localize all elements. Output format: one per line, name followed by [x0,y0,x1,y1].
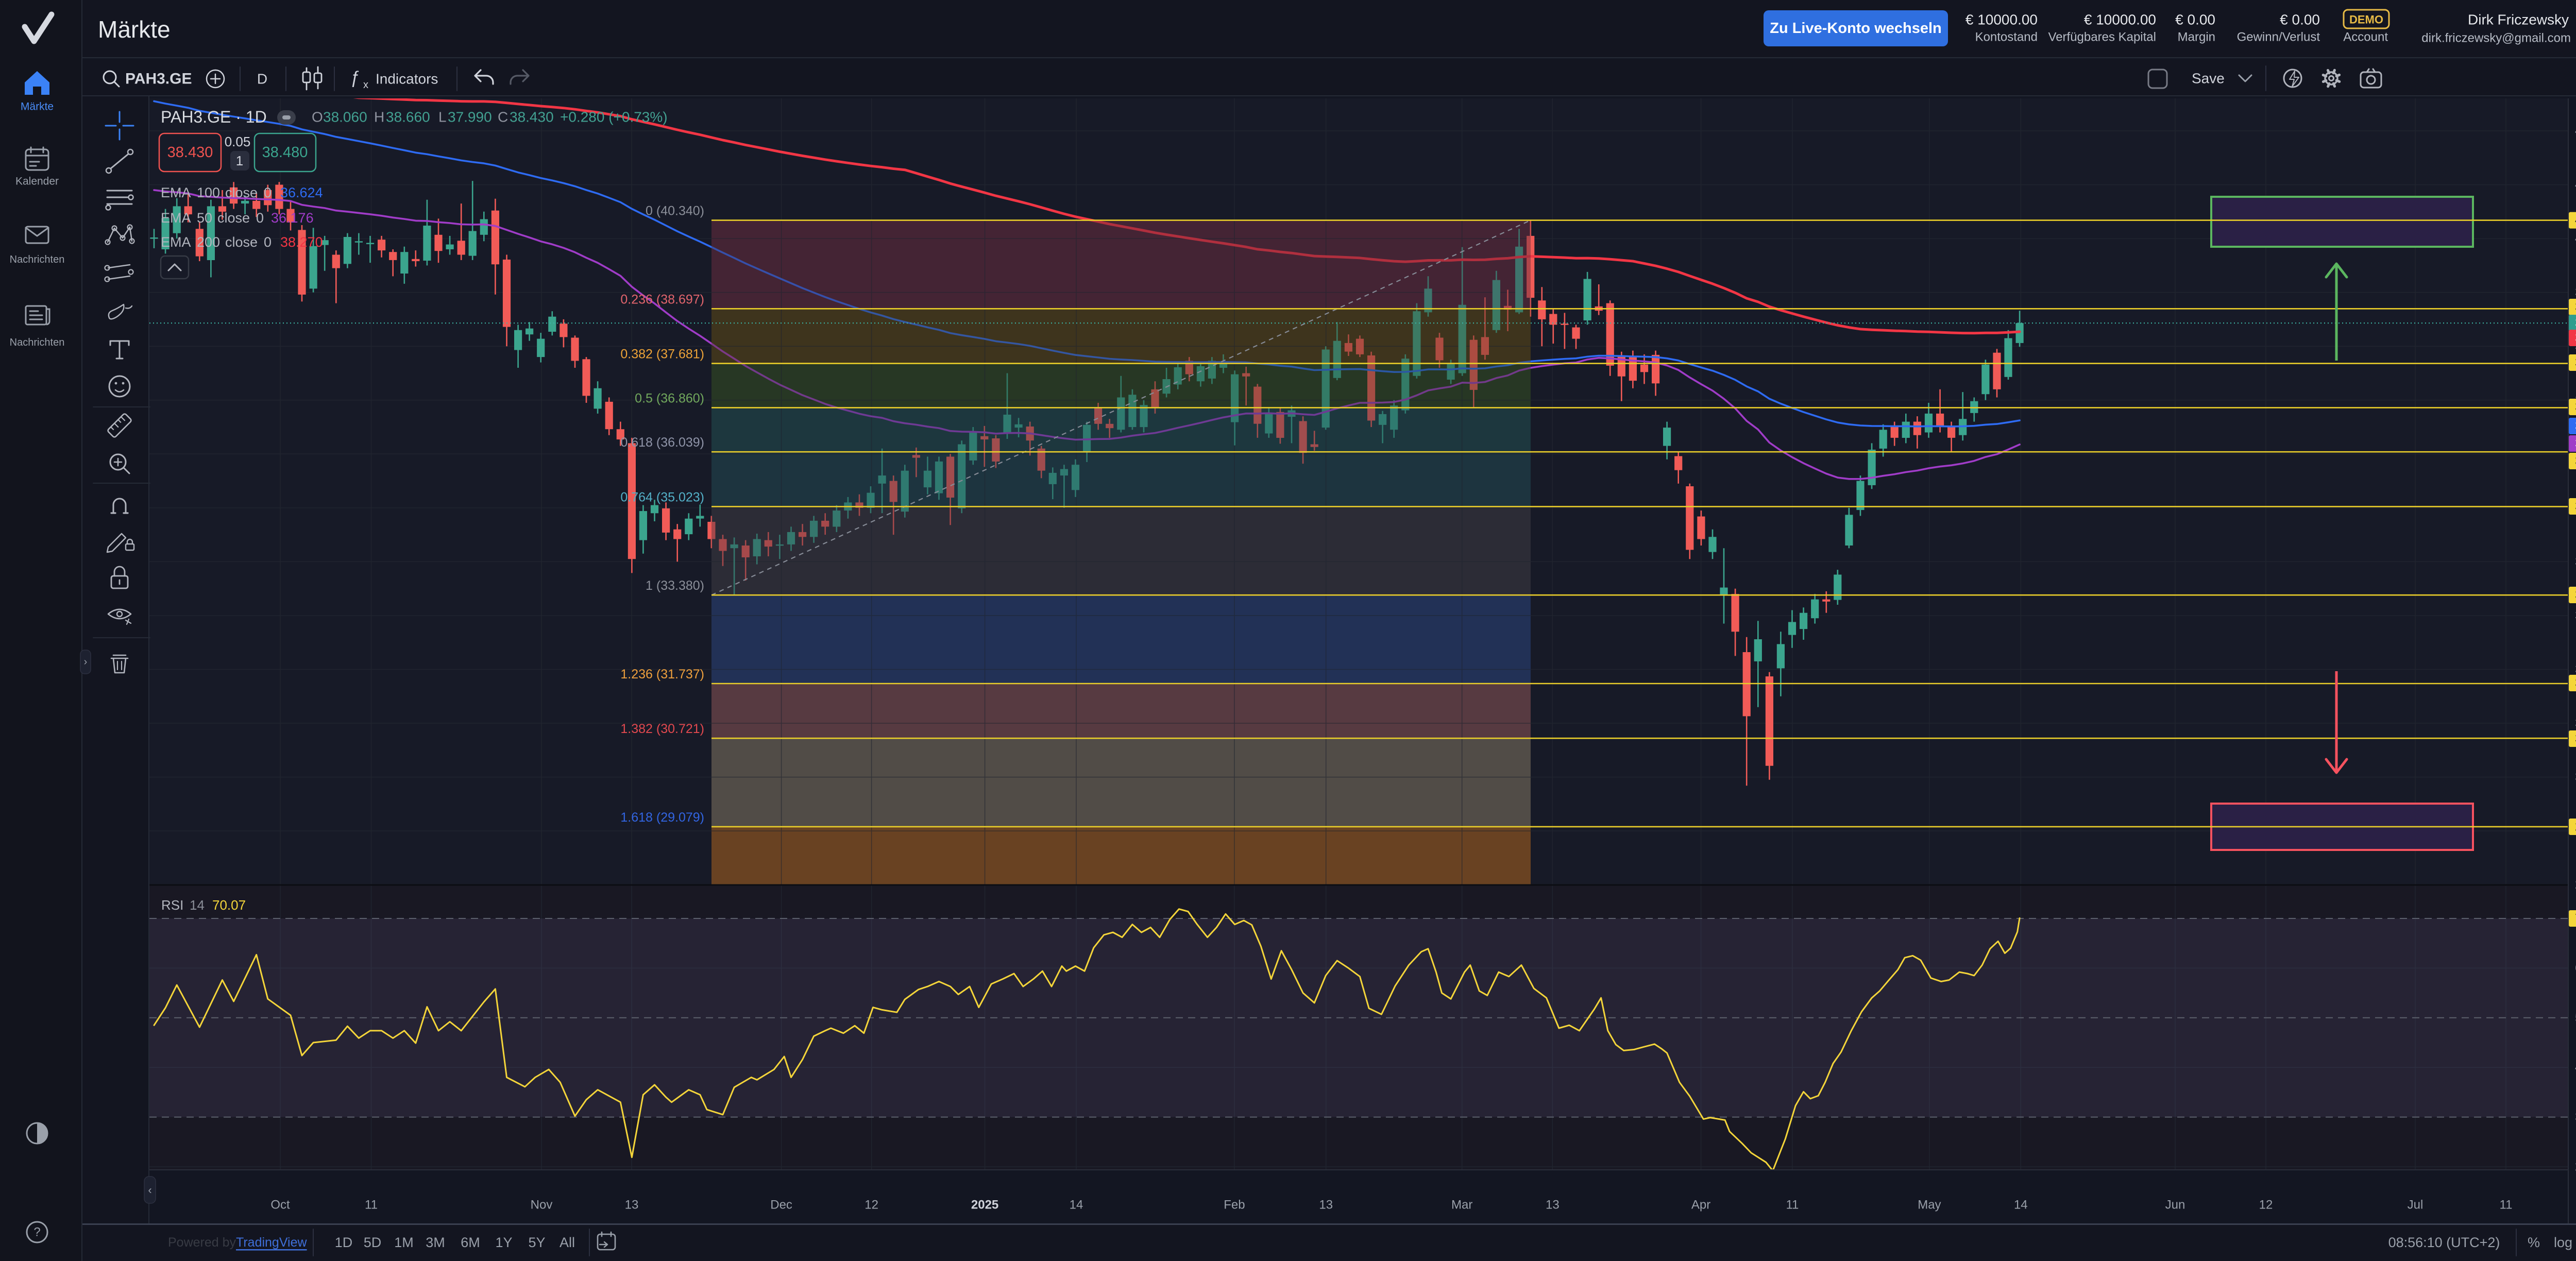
svg-text:12: 12 [2259,1198,2273,1212]
svg-text:42.000: 42.000 [2575,124,2576,138]
svg-text:38.430: 38.430 [2575,316,2576,330]
svg-text:36.624: 36.624 [2575,419,2576,433]
svg-text:38.270: 38.270 [2575,331,2576,345]
svg-text:0 (40.340): 0 (40.340) [646,204,704,218]
svg-text:0.5 (36.860): 0.5 (36.860) [635,391,704,405]
svg-text:11: 11 [1786,1198,1799,1212]
svg-text:13: 13 [1319,1198,1333,1212]
svg-text:39.000: 39.000 [2575,285,2576,299]
svg-text:38.060: 38.060 [323,109,367,125]
svg-text:38.480: 38.480 [262,144,308,161]
svg-text:50: 50 [197,210,212,226]
svg-text:0.236 (38.697): 0.236 (38.697) [620,292,704,306]
svg-text:0: 0 [264,185,272,200]
svg-text:28.000: 28.000 [2575,878,2576,892]
svg-text:L: L [438,109,447,125]
svg-text:0: 0 [264,234,272,250]
svg-text:14: 14 [2014,1198,2028,1212]
svg-text:38.430: 38.430 [510,109,554,125]
svg-text:Jul: Jul [2408,1198,2424,1212]
svg-text:34.000: 34.000 [2575,555,2576,569]
svg-text:PAH3.GE · 1D: PAH3.GE · 1D [161,108,267,126]
svg-text:O: O [312,109,323,125]
svg-text:31.737: 31.737 [2575,676,2576,690]
svg-text:14: 14 [1070,1198,1083,1212]
svg-text:+0.280 (+0.73%): +0.280 (+0.73%) [560,109,668,125]
svg-text:35.023: 35.023 [2575,500,2576,514]
svg-text:Oct: Oct [270,1198,290,1212]
svg-text:20.00: 20.00 [2575,1160,2576,1174]
svg-text:36.039: 36.039 [2575,454,2576,468]
svg-text:38.660: 38.660 [386,109,430,125]
svg-text:0.764 (35.023): 0.764 (35.023) [620,490,704,504]
svg-text:14: 14 [190,897,205,913]
svg-text:1.618 (29.079): 1.618 (29.079) [620,810,704,825]
svg-text:11: 11 [2500,1198,2513,1212]
svg-text:33.380: 33.380 [2575,588,2576,602]
svg-text:36.176: 36.176 [2575,437,2576,451]
svg-text:33.000: 33.000 [2575,608,2576,622]
svg-text:Dec: Dec [770,1198,792,1212]
svg-text:37.990: 37.990 [448,109,492,125]
svg-text:40.000: 40.000 [2575,232,2576,246]
svg-text:12: 12 [865,1198,878,1212]
svg-text:36.624: 36.624 [280,185,323,200]
svg-text:60.00: 60.00 [2575,961,2576,975]
svg-text:Mar: Mar [1451,1198,1472,1212]
svg-text:1 (33.380): 1 (33.380) [646,578,704,593]
svg-text:38.430: 38.430 [167,144,213,161]
svg-text:70.07: 70.07 [2575,912,2576,926]
svg-text:37.681: 37.681 [2575,356,2576,370]
svg-text:30.00: 30.00 [2575,1110,2576,1124]
svg-text:38.270: 38.270 [280,234,323,250]
svg-text:0.618 (36.039): 0.618 (36.039) [620,435,704,450]
svg-text:EMA: EMA [161,234,191,250]
svg-text:0: 0 [256,210,264,226]
svg-text:0.05: 0.05 [225,134,251,149]
svg-text:30.000: 30.000 [2575,770,2576,784]
svg-text:close: close [225,185,258,200]
svg-text:H: H [374,109,384,125]
svg-text:100: 100 [197,185,220,200]
svg-text:EMA: EMA [161,185,191,200]
svg-text:0.382 (37.681): 0.382 (37.681) [620,347,704,362]
svg-text:38.697: 38.697 [2575,300,2576,314]
svg-text:13: 13 [1546,1198,1560,1212]
svg-text:30.721: 30.721 [2575,732,2576,746]
svg-text:Apr: Apr [1691,1198,1710,1212]
svg-text:May: May [1918,1198,1941,1212]
svg-text:36.176: 36.176 [271,210,314,226]
svg-text:40.340: 40.340 [2575,213,2576,227]
svg-text:70.07: 70.07 [212,897,246,913]
svg-text:32.000: 32.000 [2575,662,2576,676]
svg-text:38.000: 38.000 [2575,339,2576,353]
svg-text:2025: 2025 [971,1198,998,1212]
svg-text:EMA: EMA [161,210,191,226]
svg-text:50.00: 50.00 [2575,1011,2576,1025]
svg-text:Jun: Jun [2165,1198,2185,1212]
svg-text:Feb: Feb [1224,1198,1245,1212]
svg-text:200: 200 [197,234,220,250]
svg-text:1: 1 [236,153,243,168]
svg-text:1.236 (31.737): 1.236 (31.737) [620,667,704,681]
svg-text:31.000: 31.000 [2575,717,2576,730]
svg-text:11: 11 [365,1198,378,1212]
svg-text:36.860: 36.860 [2575,400,2576,414]
svg-text:close: close [225,234,258,250]
svg-text:close: close [217,210,250,226]
svg-text:C: C [498,109,508,125]
svg-text:40.00: 40.00 [2575,1061,2576,1075]
svg-text:1.382 (30.721): 1.382 (30.721) [620,722,704,736]
svg-text:13: 13 [625,1198,639,1212]
svg-text:29.079: 29.079 [2575,820,2576,834]
svg-text:41.000: 41.000 [2575,178,2576,192]
svg-text:RSI: RSI [161,897,183,913]
svg-text:Nov: Nov [531,1198,553,1212]
